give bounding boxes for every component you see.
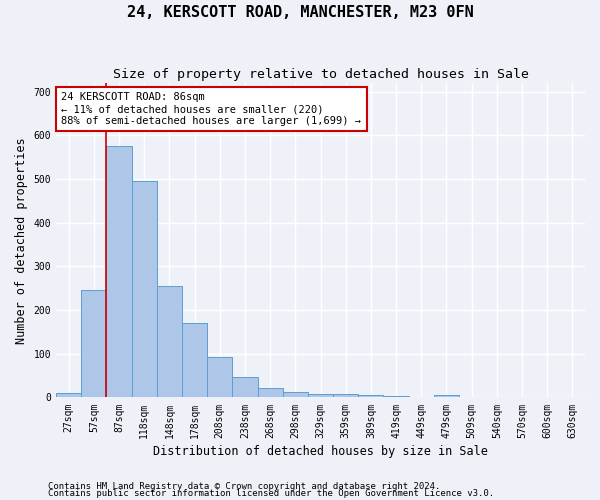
Bar: [308, 394, 333, 398]
Text: 24, KERSCOTT ROAD, MANCHESTER, M23 0FN: 24, KERSCOTT ROAD, MANCHESTER, M23 0FN: [127, 5, 473, 20]
Title: Size of property relative to detached houses in Sale: Size of property relative to detached ho…: [113, 68, 529, 80]
Text: 24 KERSCOTT ROAD: 86sqm
← 11% of detached houses are smaller (220)
88% of semi-d: 24 KERSCOTT ROAD: 86sqm ← 11% of detache…: [61, 92, 361, 126]
Bar: [106, 146, 131, 398]
Bar: [358, 396, 383, 398]
Text: Contains HM Land Registry data © Crown copyright and database right 2024.: Contains HM Land Registry data © Crown c…: [48, 482, 440, 491]
Bar: [56, 393, 81, 398]
Bar: [383, 396, 409, 398]
Bar: [157, 286, 182, 398]
Bar: [257, 388, 283, 398]
Bar: [131, 182, 157, 398]
Bar: [81, 290, 106, 398]
Text: Contains public sector information licensed under the Open Government Licence v3: Contains public sector information licen…: [48, 490, 494, 498]
Bar: [283, 392, 308, 398]
Bar: [333, 394, 358, 398]
Bar: [182, 323, 207, 398]
Bar: [434, 396, 459, 398]
Bar: [207, 358, 232, 398]
Y-axis label: Number of detached properties: Number of detached properties: [15, 137, 28, 344]
X-axis label: Distribution of detached houses by size in Sale: Distribution of detached houses by size …: [153, 444, 488, 458]
Bar: [232, 377, 257, 398]
